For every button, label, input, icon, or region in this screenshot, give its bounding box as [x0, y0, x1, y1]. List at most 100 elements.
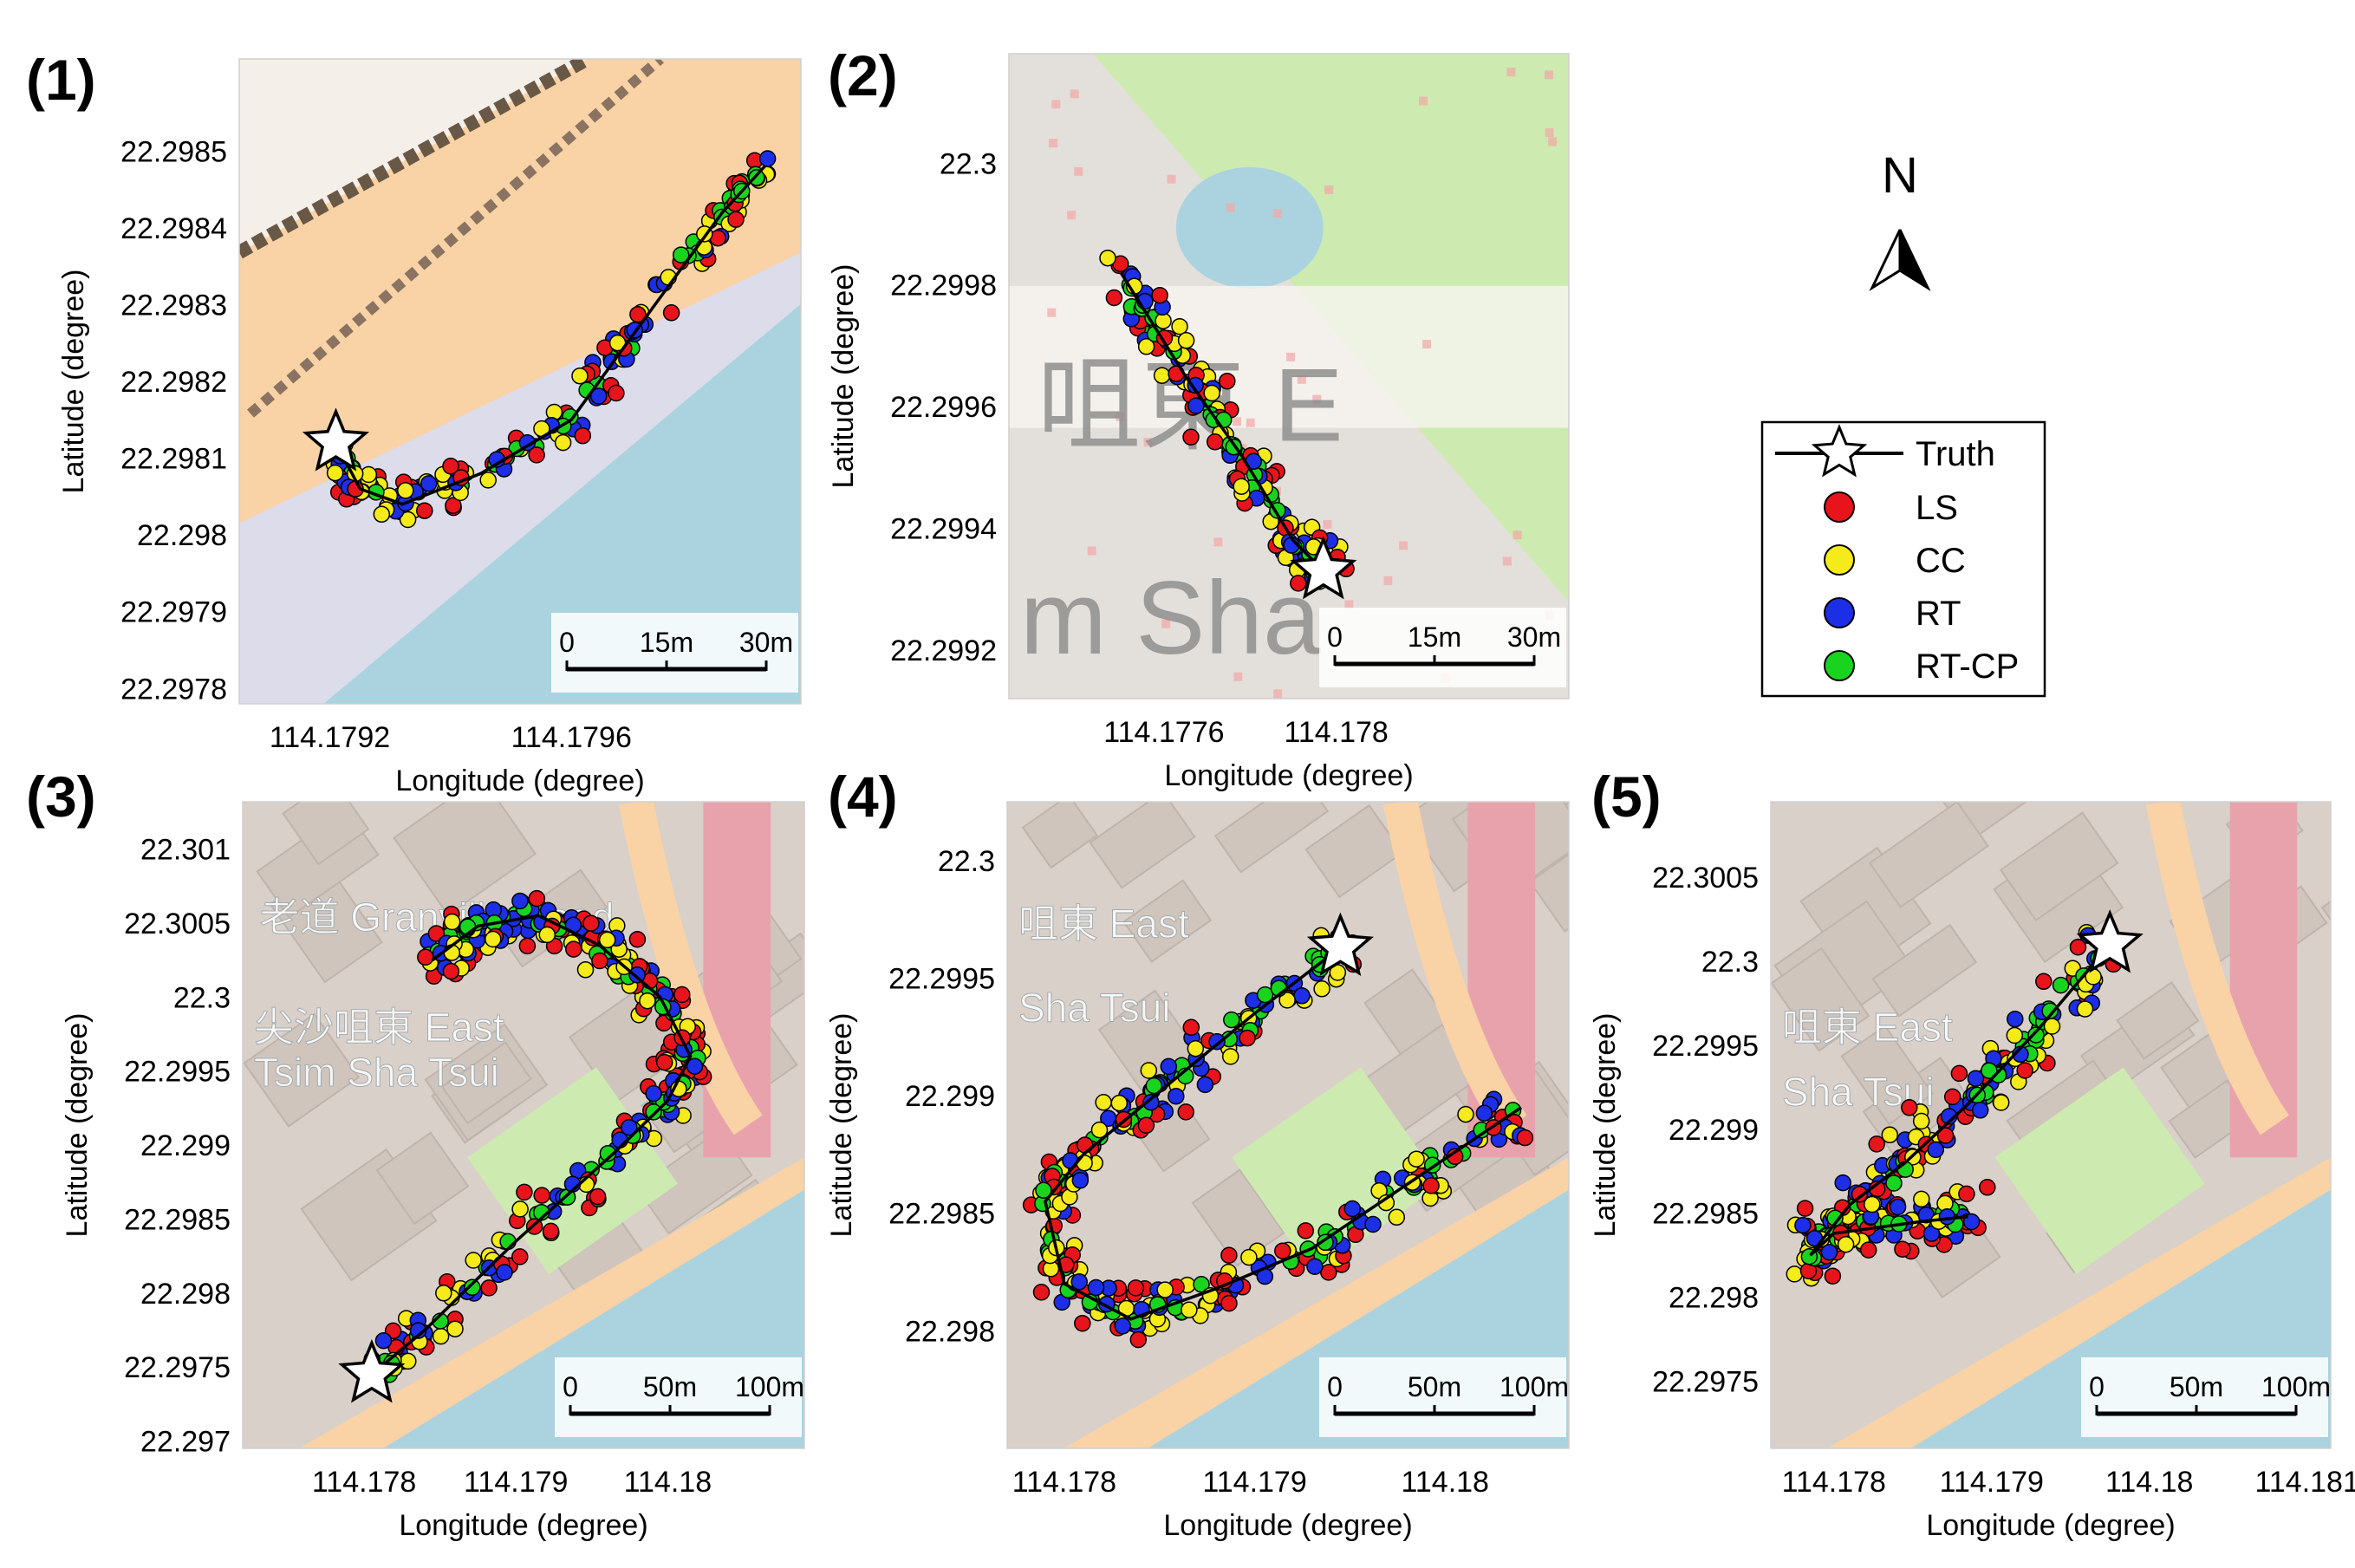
estimate-point — [1256, 986, 1274, 1004]
estimate-point — [1859, 1241, 1877, 1259]
scale-bar-background — [1319, 608, 1566, 687]
x-tick-label: 114.181 — [2255, 1466, 2355, 1499]
estimate-point — [1820, 1243, 1838, 1261]
estimate-point — [1837, 1235, 1855, 1253]
legend-marker-ls — [1824, 491, 1855, 523]
estimate-point — [673, 986, 691, 1004]
x-tick-label: 114.18 — [1401, 1466, 1488, 1499]
y-axis-label: Latitude (degree) — [825, 1013, 858, 1238]
estimate-point — [2035, 973, 2052, 991]
y-axis-label: Latitude (degree) — [57, 270, 90, 494]
estimate-point — [2052, 976, 2070, 994]
y-tick-label: 22.3 — [173, 981, 231, 1014]
truth-path — [1044, 946, 1523, 1321]
x-tick-label: 114.179 — [464, 1466, 568, 1499]
estimate-point — [1181, 1301, 1198, 1318]
scale-bar-label: 0 — [1327, 1371, 1343, 1402]
estimate-point — [1516, 1129, 1534, 1147]
estimate-point — [1901, 1099, 1918, 1116]
estimate-point — [518, 937, 537, 955]
estimate-point — [417, 948, 434, 966]
scale-bar-label: 100m — [2261, 1371, 2331, 1402]
north-label: N — [1882, 147, 1918, 204]
estimate-point — [1971, 1102, 1989, 1119]
estimate-point — [1306, 1258, 1324, 1275]
y-tick-label: 22.299 — [140, 1129, 231, 1162]
estimate-point — [645, 1103, 662, 1121]
legend-label-rt: RT — [1916, 595, 1961, 633]
estimate-point — [1943, 1088, 1961, 1106]
legend-label-truth: Truth — [1916, 435, 1995, 473]
y-tick-label: 22.298 — [1669, 1282, 1759, 1315]
estimate-point — [511, 1248, 529, 1265]
estimate-point — [1099, 249, 1116, 267]
estimate-point — [589, 1187, 607, 1206]
estimate-point — [1220, 1246, 1238, 1264]
estimate-point — [645, 1084, 662, 1103]
estimate-point — [1182, 428, 1200, 446]
x-axis-label: Longitude (degree) — [395, 764, 644, 797]
y-tick-label: 22.298 — [905, 1315, 995, 1348]
estimate-point — [465, 1252, 482, 1269]
truth-path — [370, 914, 693, 1376]
panels-layer: (1) 0 15m 30m 114.1792 114.1796 22.2978 22.2979… — [26, 43, 2355, 1542]
estimate-point — [621, 1118, 638, 1136]
estimate-point — [538, 926, 556, 944]
y-tick-label: 22.2978 — [120, 673, 227, 706]
x-tick-label: 114.1776 — [1103, 716, 1224, 749]
estimate-point — [1032, 1284, 1051, 1301]
map-place-label: Sha Tsui — [1018, 986, 1171, 1031]
y-tick-label: 22.298 — [140, 1278, 231, 1311]
estimate-point — [629, 305, 647, 323]
y-tick-label: 22.297 — [140, 1425, 231, 1458]
estimate-point — [1913, 1190, 1930, 1208]
estimate-point — [427, 925, 446, 942]
estimate-point — [1889, 1198, 1907, 1216]
scale-bar-background — [555, 1357, 802, 1437]
estimate-point — [435, 1285, 452, 1302]
y-tick-label: 22.298 — [137, 519, 227, 552]
basemap — [239, 59, 801, 704]
scale-bar-label: 0 — [2089, 1371, 2105, 1402]
truth-star-icon — [302, 407, 370, 472]
estimate-markers — [1022, 927, 1534, 1349]
legend-label-cc: CC — [1916, 542, 1966, 580]
x-axis-label: Longitude (degree) — [1926, 1509, 2175, 1542]
scale-bar-label: 0 — [1327, 621, 1343, 653]
y-tick-label: 22.2998 — [890, 270, 997, 303]
estimate-point — [1219, 372, 1236, 390]
estimate-point — [464, 1278, 481, 1297]
estimate-point — [1182, 1018, 1200, 1037]
estimate-point — [1090, 1121, 1109, 1139]
estimate-point — [1912, 1112, 1930, 1130]
legend-label-ls: LS — [1916, 489, 1958, 527]
estimate-point — [2007, 1010, 2024, 1028]
scale-bar-label: 100m — [1500, 1371, 1569, 1402]
y-tick-label: 22.2979 — [120, 596, 227, 629]
estimate-point — [542, 1222, 560, 1240]
y-tick-label: 22.2983 — [120, 289, 227, 322]
y-tick-label: 22.2985 — [120, 135, 227, 168]
scale-bar-label: 15m — [640, 627, 693, 658]
estimate-point — [420, 475, 438, 492]
estimate-point — [1160, 1057, 1178, 1076]
estimate-point — [1074, 1314, 1091, 1332]
truth-star-icon — [2076, 909, 2144, 973]
truth-path — [1809, 943, 2111, 1257]
estimate-point — [1864, 1195, 1881, 1213]
estimate-point — [1343, 1200, 1362, 1218]
y-tick-label: 22.2981 — [120, 443, 227, 476]
estimate-point — [1142, 1093, 1160, 1111]
x-tick-label: 114.179 — [1202, 1466, 1306, 1499]
estimate-point — [374, 1331, 393, 1350]
estimate-point — [1137, 338, 1155, 355]
truth-star-icon — [1306, 912, 1374, 976]
estimate-point — [1364, 1215, 1382, 1233]
estimate-point — [589, 387, 608, 405]
estimate-point — [758, 150, 777, 167]
legend-marker-cc — [1824, 544, 1855, 576]
estimate-point — [2076, 1000, 2094, 1018]
estimate-point — [554, 433, 572, 452]
estimate-point — [511, 892, 529, 910]
